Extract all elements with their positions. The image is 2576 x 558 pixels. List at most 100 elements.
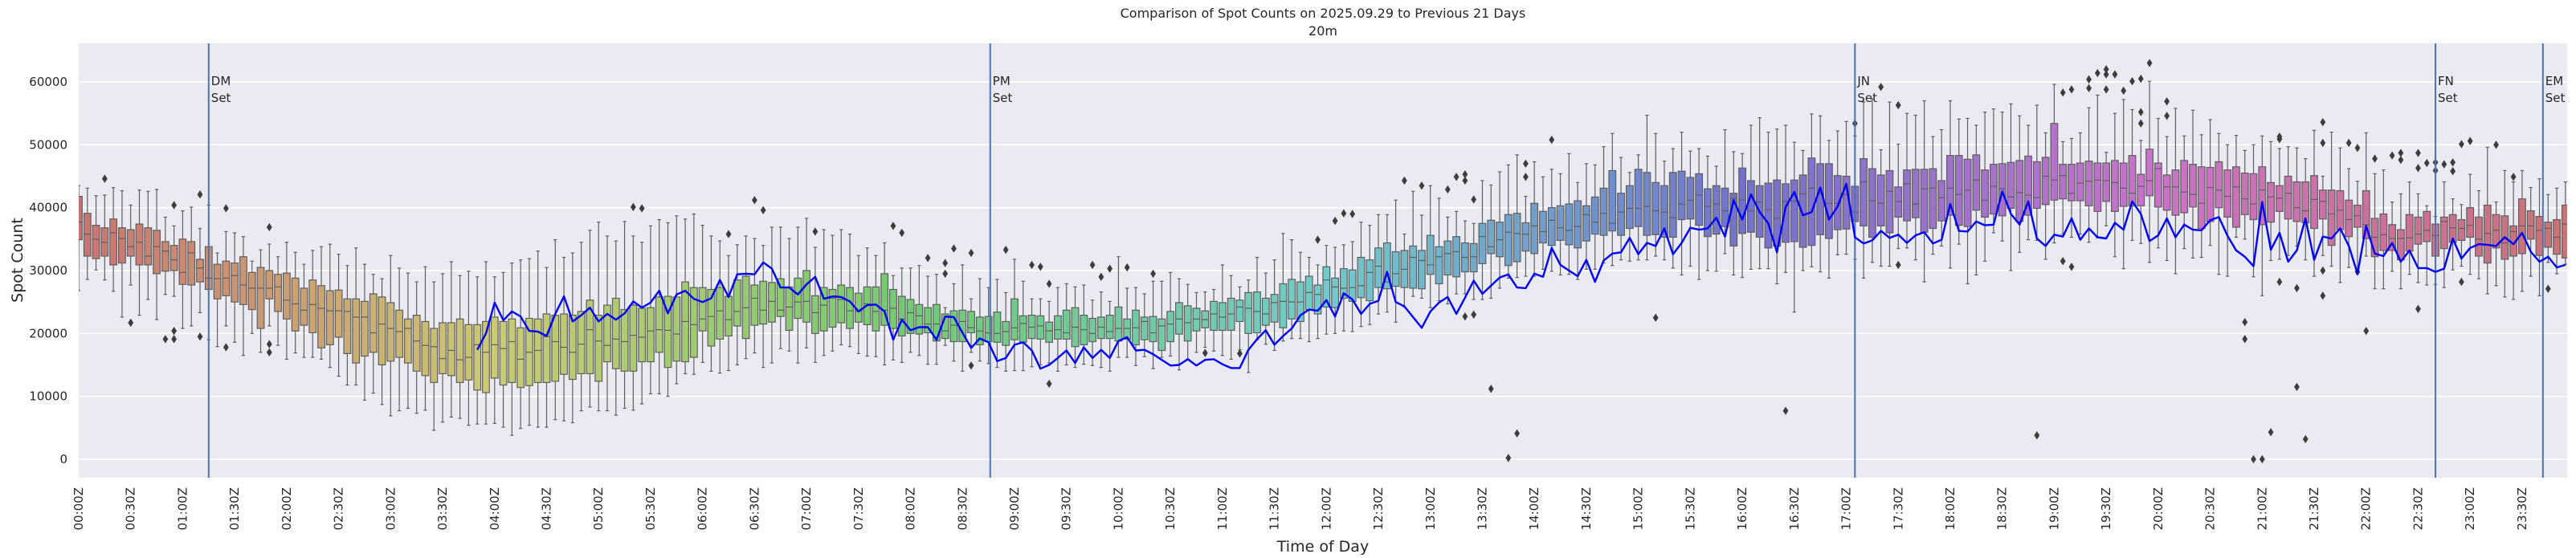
box [2128, 155, 2137, 206]
box [707, 288, 716, 347]
box [689, 287, 698, 358]
outlier-point [942, 269, 949, 279]
box [412, 315, 421, 372]
box [1634, 169, 1643, 227]
x-tick-label: 07:30Z [851, 487, 866, 531]
x-tick-label: 23:30Z [2515, 487, 2529, 531]
box-group [256, 249, 265, 353]
box [1608, 169, 1617, 232]
box [698, 287, 707, 332]
box [1885, 169, 1894, 234]
outlier-point [2112, 70, 2118, 79]
set-marker-label: Set [211, 91, 231, 105]
box [577, 311, 586, 375]
box-group [222, 204, 231, 352]
box-group [1496, 171, 1504, 289]
box-group [949, 244, 958, 362]
box-group [1539, 176, 1547, 271]
box-group [395, 267, 404, 412]
box-group [2111, 70, 2119, 258]
outlier-point [2060, 88, 2066, 97]
box [785, 286, 794, 332]
set-marker-label: Set [2438, 91, 2458, 105]
outlier-point [2294, 283, 2300, 293]
x-tick-label: 13:00Z [1423, 487, 1438, 531]
outlier-point [162, 335, 169, 344]
box-group [1210, 288, 1218, 352]
box [1599, 187, 1608, 236]
box-group [2492, 141, 2500, 287]
box-group [1989, 108, 1998, 234]
outlier-point [2415, 304, 2421, 313]
box-group [1790, 141, 1798, 313]
box [2076, 162, 2084, 202]
outlier-point [2129, 77, 2135, 86]
outlier-point [2294, 382, 2300, 392]
box [144, 227, 153, 266]
box [1261, 297, 1270, 326]
box-group [698, 224, 707, 363]
box [92, 224, 100, 259]
box-group [1998, 112, 2007, 242]
box-group [629, 202, 638, 411]
box [1339, 268, 1348, 299]
box [2483, 204, 2492, 264]
today-series [476, 182, 2566, 370]
box [794, 277, 802, 320]
outlier-point [1124, 263, 1130, 272]
box [2240, 172, 2249, 215]
box [508, 318, 516, 384]
box [83, 213, 92, 257]
box [2119, 162, 2128, 207]
box [247, 271, 256, 311]
outlier-point [942, 259, 949, 267]
box [256, 267, 265, 329]
box [1807, 157, 1816, 246]
x-tick-label: 01:30Z [227, 487, 242, 531]
x-tick-label: 05:00Z [591, 487, 606, 531]
box [906, 299, 915, 334]
outlier-point [2320, 266, 2326, 275]
box-group [1825, 140, 1833, 279]
box [334, 289, 343, 338]
box-group [1313, 235, 1322, 340]
box-group [1651, 132, 1660, 322]
outlier-point [1895, 260, 1901, 270]
box-group [2137, 74, 2145, 244]
outlier-point [2545, 284, 2551, 293]
box [2379, 213, 2388, 251]
box [802, 270, 811, 323]
box [1946, 155, 1954, 216]
box [2292, 181, 2301, 222]
x-tick-label: 23:00Z [2463, 487, 2477, 531]
box [655, 296, 663, 353]
outlier-point [968, 361, 974, 370]
outlier-point [899, 228, 905, 238]
outlier-point [2320, 117, 2326, 127]
box [594, 315, 603, 382]
box-group [1590, 164, 1599, 271]
box [1409, 245, 1418, 289]
outlier-point [1401, 176, 1407, 185]
outlier-point [2345, 138, 2352, 148]
box [2258, 166, 2267, 226]
box [1929, 168, 1937, 230]
box-group [837, 229, 846, 346]
box [369, 293, 378, 353]
box-group [490, 276, 499, 424]
box-group [412, 281, 421, 414]
outlier-point [2103, 65, 2109, 74]
outlier-point [171, 326, 178, 336]
box-group [1400, 176, 1409, 308]
box [629, 304, 638, 372]
outlier-point [197, 332, 203, 341]
y-tick-label: 10000 [29, 389, 67, 404]
x-tick-label: 07:00Z [799, 487, 814, 531]
outlier-point [171, 201, 178, 210]
box-group [2267, 141, 2276, 437]
box-group [1469, 195, 1478, 320]
box [2032, 161, 2041, 210]
box [1149, 316, 1157, 343]
box [1123, 318, 1132, 340]
outlier-point [760, 206, 766, 214]
